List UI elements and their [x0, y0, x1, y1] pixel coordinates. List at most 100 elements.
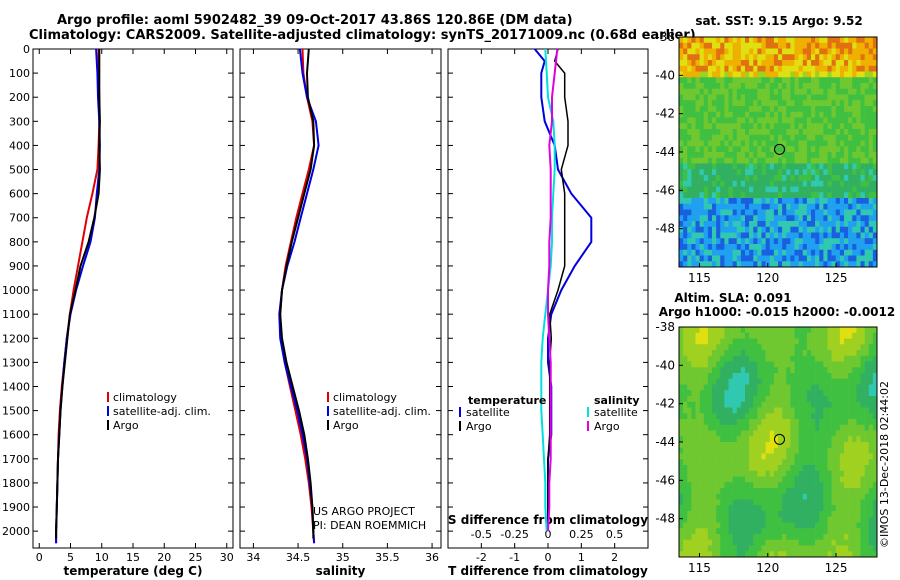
- title-line-1: Argo profile: aoml 5902482_39 09-Oct-201…: [57, 13, 573, 28]
- temperature-panel-frame: [32, 48, 234, 549]
- x-tick-label: -2: [476, 551, 487, 564]
- x-tick-label: 125: [825, 561, 848, 575]
- x2-tick-label: -0.25: [500, 528, 528, 541]
- temperature-panel: 0100200300400500600700800900100011001200…: [2, 43, 234, 578]
- x2-tick-label: 0.5: [606, 528, 624, 541]
- x-tick-label: 36: [425, 551, 439, 564]
- sst-map: 115 120 125 -38 -40 -42 -44 -46 -48 sat. SST: 9.1…: [655, 14, 878, 285]
- y-tick-label: 900: [9, 260, 30, 273]
- sla-map-subtitle: Argo h1000: -0.015 h2000: -0.0012: [659, 305, 895, 319]
- x-tick-label: 120: [756, 271, 779, 285]
- x-tick-label: 115: [688, 271, 711, 285]
- y-tick-label: 700: [9, 212, 30, 225]
- difference-panel: -2 -1 0 1 2T difference from climatology -0.5…: [447, 48, 649, 578]
- x-tick-label: 125: [825, 271, 848, 285]
- y-tick-label: 800: [9, 236, 30, 249]
- salinity-panel: 34 34.5 35 35.5 36 salinity climatologysatelli…: [239, 48, 442, 578]
- x-tick-label: 0: [545, 551, 552, 564]
- x-tick-label: 10: [95, 551, 109, 564]
- y-tick-label: -42: [655, 107, 675, 121]
- y-tick-label: 1600: [2, 429, 30, 442]
- series-t-argo: [547, 48, 569, 532]
- legend-entry: satellite-adj. clim.: [113, 405, 211, 418]
- x-tick-label: 30: [220, 551, 234, 564]
- sst-map-title: sat. SST: 9.15 Argo: 9.52: [695, 14, 862, 28]
- y-tick-label: 200: [9, 91, 30, 104]
- sla-map-title: Altim. SLA: 0.091: [674, 291, 791, 305]
- x-tick-label: 35: [336, 551, 350, 564]
- x-axis-label: T difference from climatology: [448, 564, 648, 578]
- y-tick-label: 1200: [2, 332, 30, 345]
- legend-title-salinity: salinity: [594, 394, 640, 407]
- y-tick-label: -46: [655, 473, 675, 487]
- x-tick-label: 34.5: [286, 551, 311, 564]
- series-s-argo: [547, 48, 559, 532]
- y-tick-label: 400: [9, 139, 30, 152]
- x2-tick-label: -0.5: [471, 528, 492, 541]
- y-tick-label: -44: [655, 145, 675, 159]
- x-tick-label: 25: [189, 551, 203, 564]
- float-position-marker: [774, 433, 786, 445]
- series-argo: [55, 49, 101, 539]
- y-tick-label: 1000: [2, 284, 30, 297]
- title-line-2: Climatology: CARS2009. Satellite-adjuste…: [29, 28, 696, 43]
- legend-entry: Argo: [333, 419, 359, 432]
- x-tick-label: 35.5: [375, 551, 400, 564]
- pi-annotation: PI: DEAN ROEMMICH: [313, 519, 426, 532]
- y-tick-label: 1700: [2, 453, 30, 466]
- y-tick-label: 1500: [2, 405, 30, 418]
- x-axis-label: temperature (deg C): [64, 564, 203, 578]
- x-tick-label: 120: [756, 561, 779, 575]
- imos-credit: ©IMOS 13-Dec-2018 02:44:02: [878, 381, 891, 548]
- legend-entry: satellite: [466, 406, 510, 419]
- series-argo: [279, 48, 316, 539]
- y-tick-label: 1300: [2, 356, 30, 369]
- y-tick-label: 1800: [2, 477, 30, 490]
- y-tick-label: -42: [655, 397, 675, 411]
- x-axis-label: salinity: [316, 564, 366, 578]
- y-tick-label: -40: [655, 358, 675, 372]
- y-tick-label: 100: [9, 67, 30, 80]
- legend-entry: Argo: [466, 420, 492, 433]
- y-tick-label: 0: [23, 43, 30, 56]
- legend-entry: climatology: [113, 391, 177, 404]
- y-tick-label: 500: [9, 164, 30, 177]
- series-t-satellite: [533, 48, 593, 532]
- y-tick-label: -38: [655, 320, 675, 334]
- x-tick-label: -1: [509, 551, 520, 564]
- x2-tick-label: 0.25: [569, 528, 594, 541]
- y-tick-label: 300: [9, 115, 30, 128]
- x-tick-label: 34: [246, 551, 260, 564]
- y-tick-label: -38: [655, 30, 675, 44]
- legend-entry: satellite-adj. clim.: [333, 405, 431, 418]
- x-tick-label: 20: [157, 551, 171, 564]
- y-tick-label: 1900: [2, 501, 30, 514]
- legend-title-temperature: temperature: [468, 394, 546, 407]
- legend-entry: Argo: [594, 420, 620, 433]
- legend-entry: climatology: [333, 391, 397, 404]
- salinity-panel-frame: [239, 48, 442, 549]
- y-tick-label: 1400: [2, 380, 30, 393]
- y-tick-label: -48: [655, 512, 675, 526]
- x-tick-label: 115: [688, 561, 711, 575]
- y-tick-label: -44: [655, 435, 675, 449]
- sst-map-cells: [679, 37, 878, 268]
- legend-entry: satellite: [594, 406, 638, 419]
- x-tick-label: 1: [578, 551, 585, 564]
- y-tick-label: -48: [655, 222, 675, 236]
- x2-tick-label: 0: [545, 528, 552, 541]
- x-tick-label: 15: [126, 551, 140, 564]
- float-position-marker: [774, 143, 786, 155]
- y-tick-label: 1100: [2, 308, 30, 321]
- x-tick-label: 2: [611, 551, 618, 564]
- y-tick-label: 600: [9, 188, 30, 201]
- x-tick-label: 5: [67, 551, 74, 564]
- legend-entry: Argo: [113, 419, 139, 432]
- y-tick-label: -46: [655, 183, 675, 197]
- sla-map: 115 120 125 -38 -40 -42 -44 -46 -48 Altim. SLA: 0…: [655, 291, 895, 575]
- sla-map-cells: [679, 327, 878, 558]
- y-tick-label: 2000: [2, 525, 30, 538]
- y-tick-label: -40: [655, 68, 675, 82]
- x-tick-label: 0: [36, 551, 43, 564]
